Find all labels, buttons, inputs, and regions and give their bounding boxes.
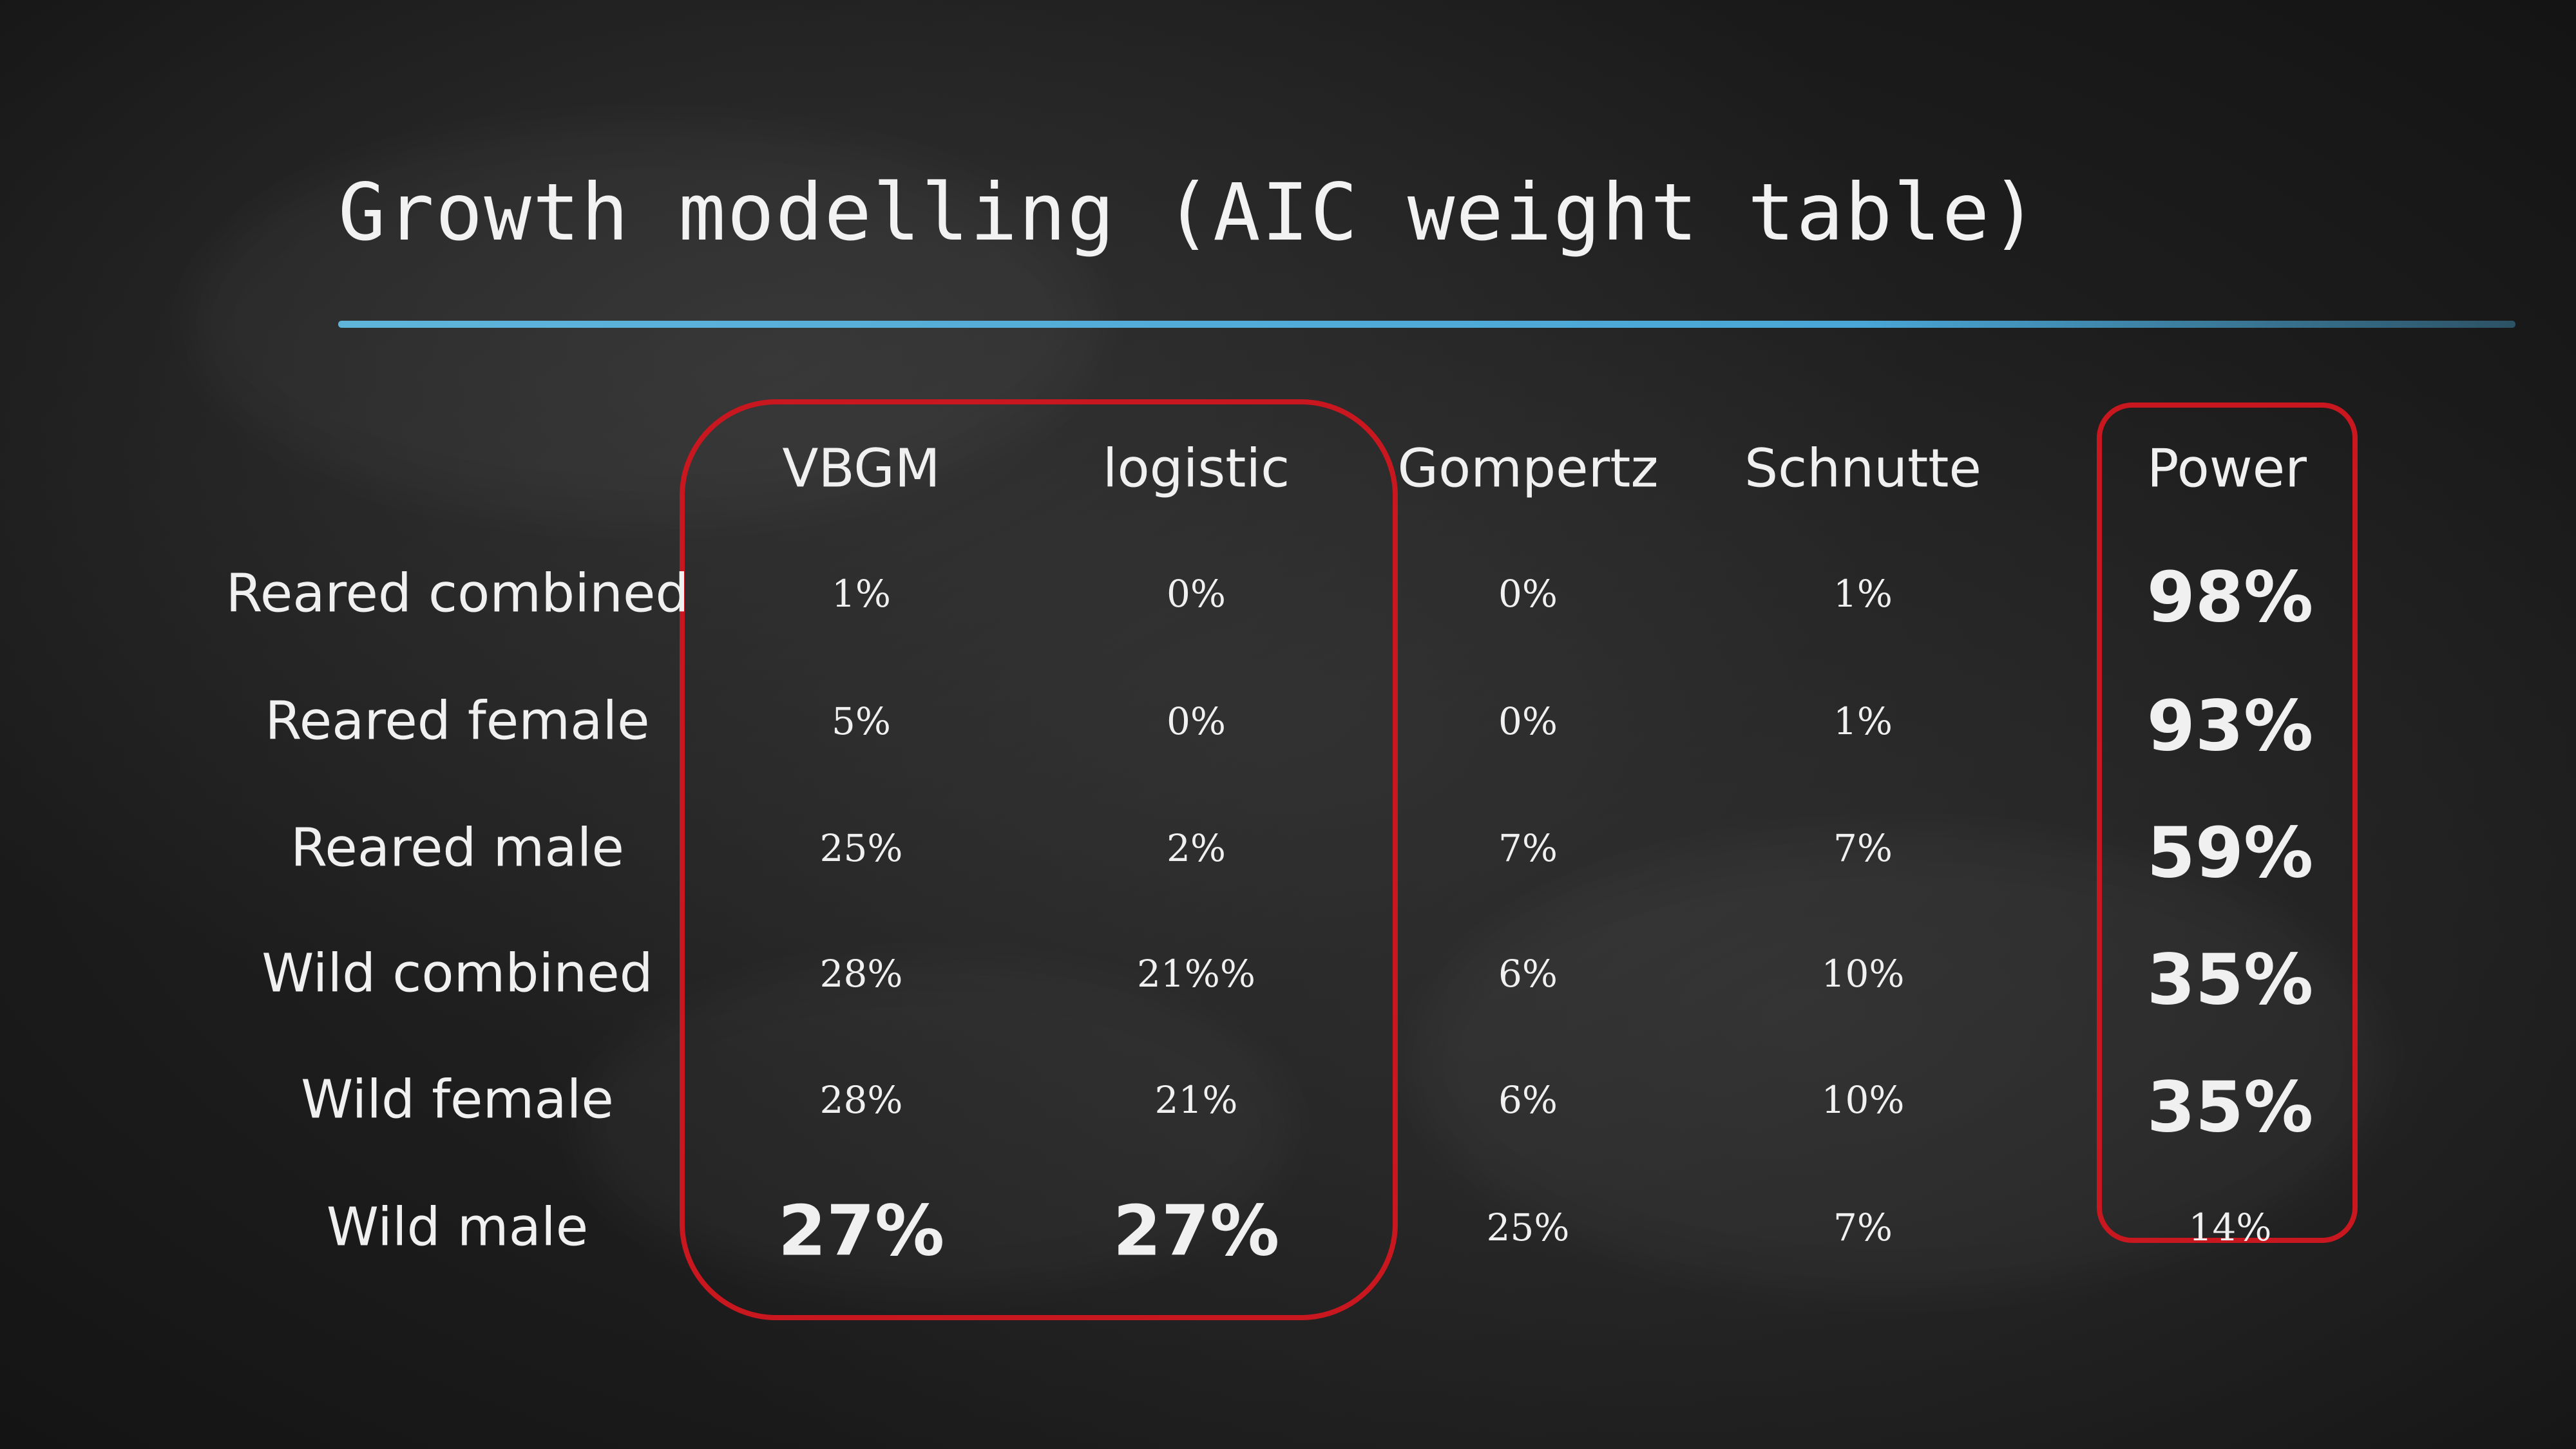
table-cell: 10% [1821, 1078, 1905, 1122]
table-cell: 6% [1498, 952, 1558, 996]
table-cell: 28% [819, 952, 903, 996]
column-header-schnutte: Schnutte [1744, 438, 1981, 500]
row-label-wild-female: Wild female [301, 1069, 614, 1131]
row-label-reared-female: Reared female [265, 690, 650, 752]
table-cell: 0% [1498, 572, 1558, 616]
column-header-vbgm: VBGM [782, 438, 940, 500]
table-cell-emphasized: 93% [2146, 686, 2314, 767]
title-underline [338, 321, 2515, 328]
slide-title: Growth modelling (AIC weight table) [338, 167, 2039, 258]
table-cell-emphasized: 35% [2146, 1067, 2314, 1148]
table-cell: 0% [1166, 572, 1226, 616]
table-cell: 21% [1154, 1078, 1238, 1122]
column-header-logistic: logistic [1102, 438, 1290, 500]
table-cell: 7% [1498, 826, 1558, 870]
table-cell-emphasized: 35% [2146, 940, 2314, 1021]
table-cell: 10% [1821, 952, 1905, 996]
table-cell: 25% [819, 826, 903, 870]
table-cell: 21%% [1136, 952, 1256, 996]
table-cell: 7% [1833, 826, 1893, 870]
row-label-reared-combined: Reared combined [225, 563, 689, 625]
table-cell: 14% [2188, 1206, 2272, 1249]
table-cell-emphasized: 98% [2146, 557, 2314, 638]
table-cell: 2% [1166, 826, 1226, 870]
table-cell: 0% [1498, 699, 1558, 743]
table-cell: 1% [1833, 699, 1893, 743]
row-label-wild-combined: Wild combined [262, 943, 653, 1005]
highlight-box-power [2097, 402, 2358, 1243]
table-cell-emphasized: 27% [1112, 1191, 1280, 1272]
row-label-wild-male: Wild male [326, 1197, 589, 1258]
row-label-reared-male: Reared male [291, 817, 624, 879]
highlight-box-vbgm-logistic [680, 399, 1398, 1320]
table-cell-emphasized: 59% [2146, 813, 2314, 894]
column-header-gompertz: Gompertz [1397, 438, 1659, 500]
table-cell: 5% [831, 699, 892, 743]
table-cell: 28% [819, 1078, 903, 1122]
table-cell: 6% [1498, 1078, 1558, 1122]
table-cell: 1% [1833, 572, 1893, 616]
table-cell: 1% [831, 572, 892, 616]
table-cell-emphasized: 27% [778, 1191, 945, 1272]
table-cell: 7% [1833, 1206, 1893, 1249]
table-cell: 0% [1166, 699, 1226, 743]
column-header-power: Power [2147, 438, 2307, 500]
table-cell: 25% [1486, 1206, 1570, 1249]
